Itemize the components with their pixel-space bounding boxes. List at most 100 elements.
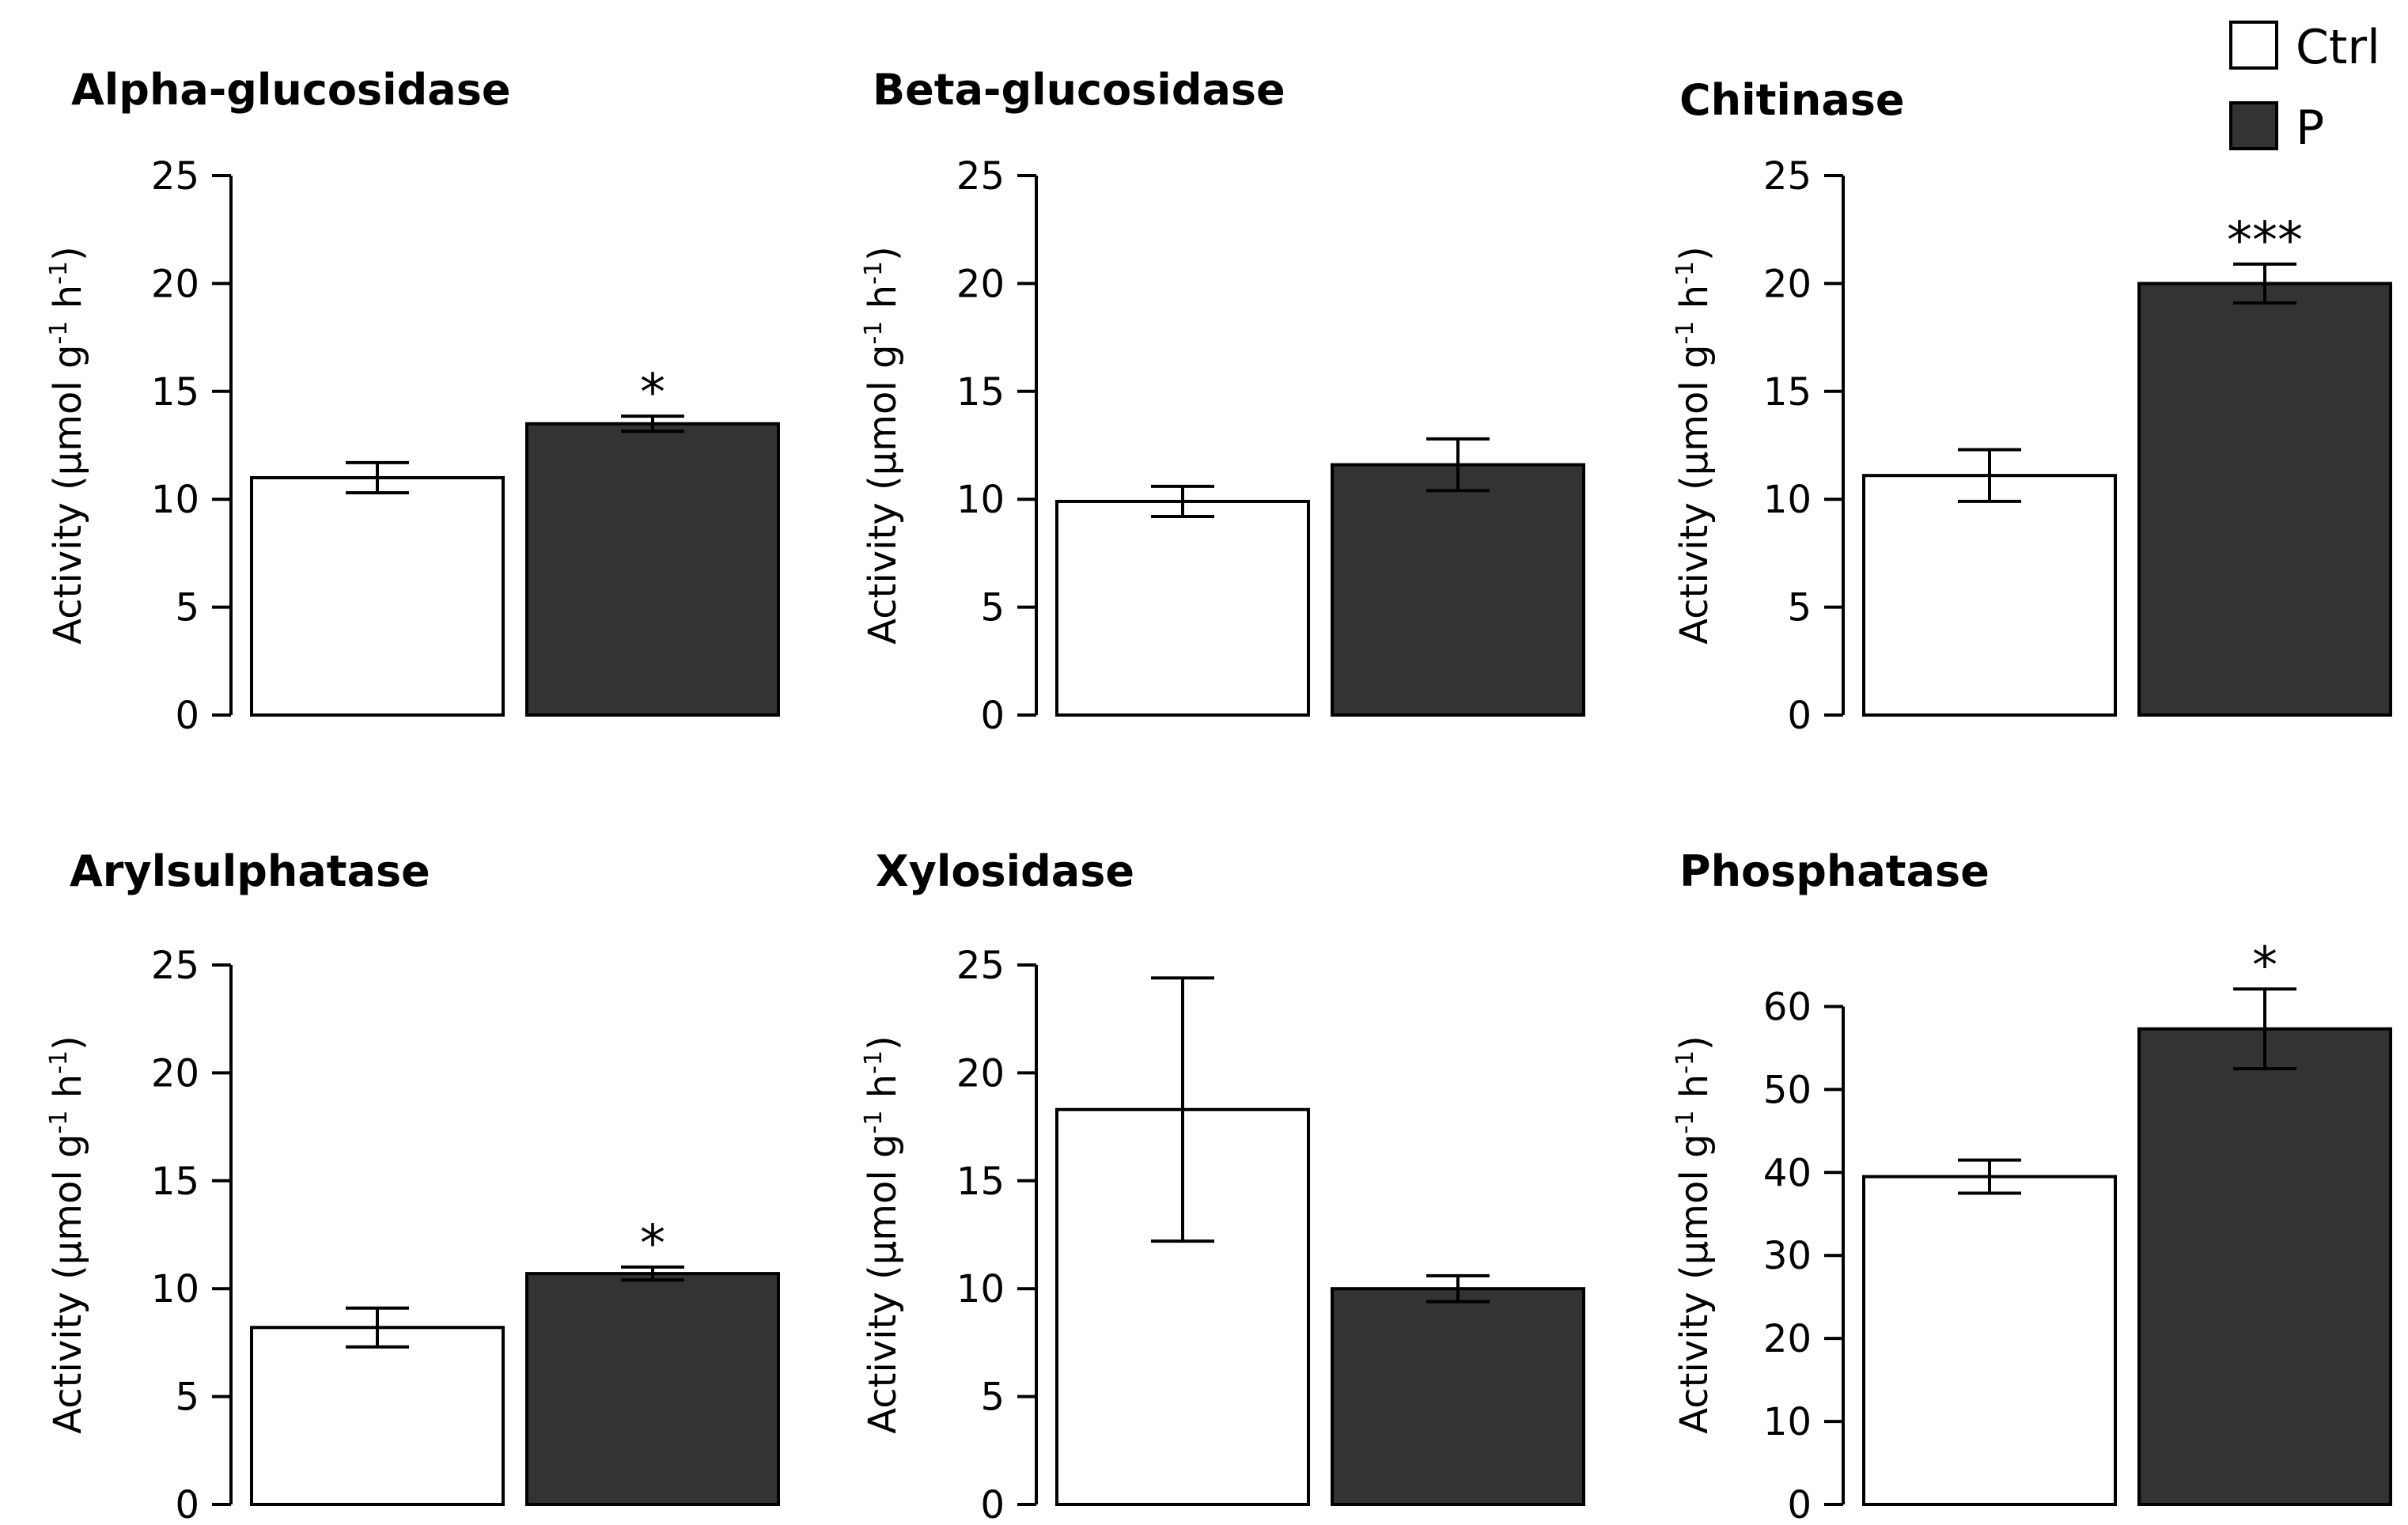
error-bar-ctrl <box>1958 1158 2021 1195</box>
y-tick-label: 0 <box>175 1483 199 1525</box>
y-tick-label: 30 <box>1763 1234 1812 1278</box>
error-bar-p <box>621 1265 684 1282</box>
y-tick-label: 15 <box>1763 370 1812 414</box>
y-tick-label: 20 <box>1763 1317 1812 1361</box>
legend-label-p: P <box>2296 100 2324 156</box>
y-tick-label: 5 <box>980 586 1005 630</box>
y-axis-label-superscript: -1 <box>45 321 73 345</box>
y-tick-label: 0 <box>980 1483 1005 1525</box>
y-axis-label-part: ) <box>46 1035 90 1050</box>
error-bar-ctrl <box>1151 976 1214 1243</box>
y-axis-label: Activity (µmol g-1 h-1) <box>45 246 90 644</box>
panel-title: Beta-glucosidase <box>873 65 1285 115</box>
y-tick-label: 20 <box>1763 262 1812 306</box>
y-axis-label-superscript: -1 <box>1672 1111 1699 1134</box>
y-axis-label-superscript: -1 <box>45 261 73 285</box>
y-tick-label: 10 <box>956 478 1005 522</box>
y-axis-label-part: ) <box>861 246 905 261</box>
significance-marker: * <box>640 1215 665 1273</box>
y-tick-label: 25 <box>151 154 199 199</box>
y-tick-label: 20 <box>956 1051 1005 1096</box>
y-tick-label: 0 <box>1787 694 1812 738</box>
y-axis-label-part: Activity (µmol g <box>46 1134 90 1434</box>
y-axis-label-part: h <box>46 1074 90 1111</box>
y-tick-label: 15 <box>151 370 199 414</box>
y-tick-label: 5 <box>175 1376 199 1420</box>
y-tick-label: 15 <box>956 370 1005 414</box>
y-axis-label: Activity (µmol g-1 h-1) <box>1672 1035 1717 1433</box>
y-tick-label: 40 <box>1763 1151 1812 1195</box>
y-axis-label-superscript: -1 <box>860 261 888 285</box>
y-tick-label: 10 <box>956 1267 1005 1311</box>
error-bar-ctrl <box>1958 448 2021 503</box>
significance-marker: * <box>640 364 665 422</box>
y-axis-label-part: Activity (µmol g <box>861 1134 905 1434</box>
y-axis-label-part: h <box>1672 1074 1717 1111</box>
y-axis-label-part: Activity (µmol g <box>1672 345 1717 645</box>
bar-p <box>525 422 780 717</box>
panel-title: Arylsulphatase <box>70 846 430 896</box>
y-tick-label: 5 <box>980 1376 1005 1420</box>
bar-ctrl <box>1862 474 2117 717</box>
y-tick-label: 0 <box>980 694 1005 738</box>
y-tick-label: 0 <box>1787 1483 1812 1525</box>
y-axis-label-part: h <box>1672 285 1717 321</box>
y-axis-label-part: ) <box>861 1035 905 1050</box>
y-axis-label-superscript: -1 <box>45 1050 73 1074</box>
bar-p <box>2137 282 2392 717</box>
y-axis-label-superscript: -1 <box>860 1050 888 1074</box>
error-bar-p <box>1426 437 1490 493</box>
error-bar-p <box>2233 987 2296 1071</box>
error-bar-p <box>621 414 684 433</box>
y-axis-label-superscript: -1 <box>860 1111 888 1134</box>
y-axis-label: Activity (µmol g-1 h-1) <box>860 246 905 644</box>
y-tick-label: 5 <box>175 586 199 630</box>
panel-title: Xylosidase <box>876 846 1134 896</box>
y-tick-label: 15 <box>151 1160 199 1204</box>
panel-title: Chitinase <box>1679 75 1905 125</box>
y-tick-label: 10 <box>151 1267 199 1311</box>
error-bar-ctrl <box>346 1306 409 1349</box>
y-tick-label: 25 <box>956 944 1005 988</box>
y-axis-label-part: Activity (µmol g <box>861 345 905 645</box>
y-tick-label: 0 <box>175 694 199 738</box>
y-tick-label: 60 <box>1763 985 1812 1029</box>
y-axis-label-part: Activity (µmol g <box>46 345 90 645</box>
y-tick-label: 25 <box>151 944 199 988</box>
legend-swatch-ctrl <box>2229 21 2278 70</box>
y-tick-label: 50 <box>1763 1068 1812 1112</box>
y-tick-label: 10 <box>151 478 199 522</box>
y-tick-label: 20 <box>151 1051 199 1096</box>
y-tick-label: 20 <box>956 262 1005 306</box>
bar-ctrl <box>250 1326 505 1506</box>
y-axis-label-part: h <box>861 1074 905 1111</box>
y-axis-label: Activity (µmol g-1 h-1) <box>1672 246 1717 644</box>
error-bar-ctrl <box>346 460 409 495</box>
y-tick-label: 15 <box>956 1160 1005 1204</box>
error-bar-ctrl <box>1151 484 1214 519</box>
y-axis-label-superscript: -1 <box>1672 261 1699 285</box>
legend-swatch-p <box>2229 101 2278 150</box>
legend-label-ctrl: Ctrl <box>2296 20 2380 75</box>
y-tick-label: 25 <box>1763 154 1812 199</box>
y-axis-label-part: ) <box>1672 246 1717 261</box>
legend: Ctrl P <box>2229 20 2380 156</box>
y-axis-label-part: Activity (µmol g <box>1672 1134 1717 1434</box>
y-tick-label: 10 <box>1763 1400 1812 1444</box>
y-axis-label-superscript: -1 <box>1672 321 1699 345</box>
bar-p <box>1331 463 1585 717</box>
y-axis-label-part: h <box>46 285 90 321</box>
bar-p <box>525 1272 780 1506</box>
y-tick-label: 20 <box>151 262 199 306</box>
y-tick-label: 10 <box>1763 478 1812 522</box>
bar-p <box>1331 1287 1585 1506</box>
y-axis-label-part: ) <box>46 246 90 261</box>
y-axis-label-superscript: -1 <box>45 1111 73 1134</box>
